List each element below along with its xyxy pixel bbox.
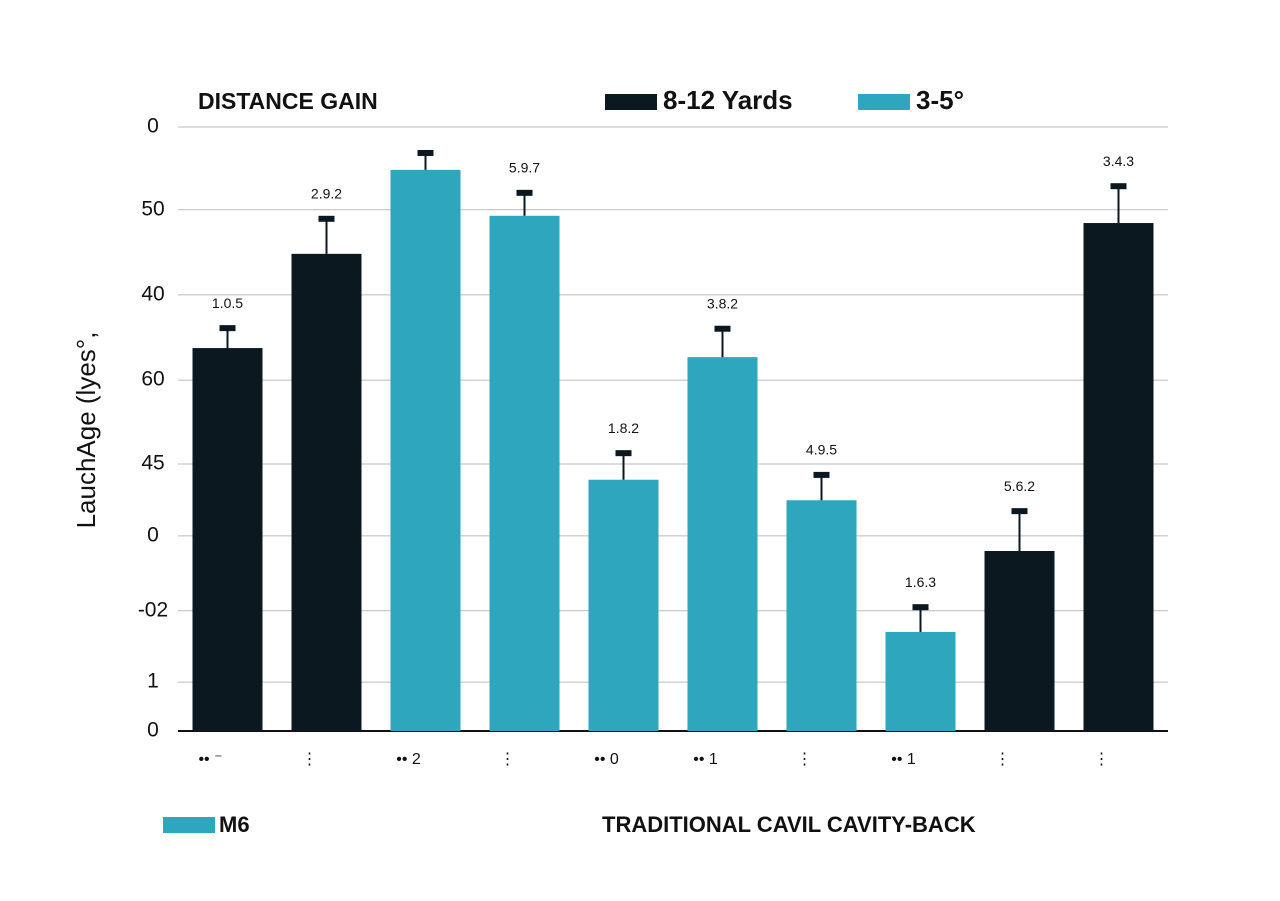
error-cap	[813, 471, 830, 478]
bar	[885, 631, 956, 731]
bar	[588, 479, 659, 731]
bar	[291, 253, 362, 731]
error-cap	[615, 450, 632, 457]
x-tick-label: ⋮	[302, 751, 318, 768]
y-tick-label: 60	[141, 368, 164, 391]
bar	[390, 169, 461, 731]
legend-label: 3-5°	[916, 85, 964, 115]
legend-swatch	[163, 817, 215, 833]
footer: TRADITIONAL CAVIL CAVITY-BACK	[602, 812, 976, 837]
y-tick-label: 0	[147, 523, 159, 546]
x-tick-label: ⋮	[500, 751, 516, 768]
error-cap	[1011, 508, 1028, 515]
chart-title: DISTANCE GAIN	[198, 88, 378, 114]
error-cap	[714, 325, 731, 332]
bar	[1083, 223, 1154, 731]
bar	[786, 500, 857, 731]
y-tick-label: -02	[138, 598, 168, 621]
bar-label: 4.9.5	[806, 442, 837, 458]
bar	[192, 348, 263, 731]
x-tick-label: •• 1	[891, 751, 916, 768]
x-tick-label: •• 1	[693, 751, 718, 768]
bar-label: 2.9.2	[311, 186, 342, 202]
error-cap	[516, 189, 533, 196]
y-tick-label: 40	[141, 282, 164, 305]
x-tick-label: ⋮	[1094, 751, 1110, 768]
y-tick-label: 45	[141, 452, 164, 475]
bar-label: 3.8.2	[707, 295, 738, 311]
bar-label: 1.6.3	[905, 574, 936, 590]
bar-label: 1.0.5	[212, 295, 243, 311]
bar-label: 3.4.3	[1103, 153, 1134, 169]
y-tick-label: 0	[147, 115, 159, 138]
error-cap	[318, 215, 335, 222]
legend-label: M6	[219, 812, 250, 837]
y-tick-label: 50	[141, 197, 164, 220]
error-cap	[1110, 183, 1127, 190]
y-tick-label: 0	[147, 719, 159, 742]
x-tick-label: •• 2	[396, 751, 421, 768]
bar-label: 5.6.2	[1004, 478, 1035, 494]
legend-swatch	[605, 94, 657, 110]
error-cap	[219, 325, 236, 332]
bar	[489, 215, 560, 732]
bar-label: 1.8.2	[608, 420, 639, 436]
error-cap	[912, 604, 929, 611]
x-tick-label: ⋮	[995, 751, 1011, 768]
legend-label: 8-12 Yards	[663, 85, 793, 115]
x-tick-label: ⋮	[797, 751, 813, 768]
error-cap	[417, 149, 434, 156]
bar	[687, 357, 758, 731]
x-tick-label: •• 0	[594, 751, 619, 768]
bar	[984, 551, 1055, 731]
legend-swatch	[858, 94, 910, 110]
y-axis-label: LauchAge (lyes°,	[71, 332, 101, 529]
bar-label: 5.9.7	[509, 160, 540, 176]
x-tick-label: •• ⁻	[198, 751, 222, 768]
y-tick-label: 1	[147, 670, 159, 693]
